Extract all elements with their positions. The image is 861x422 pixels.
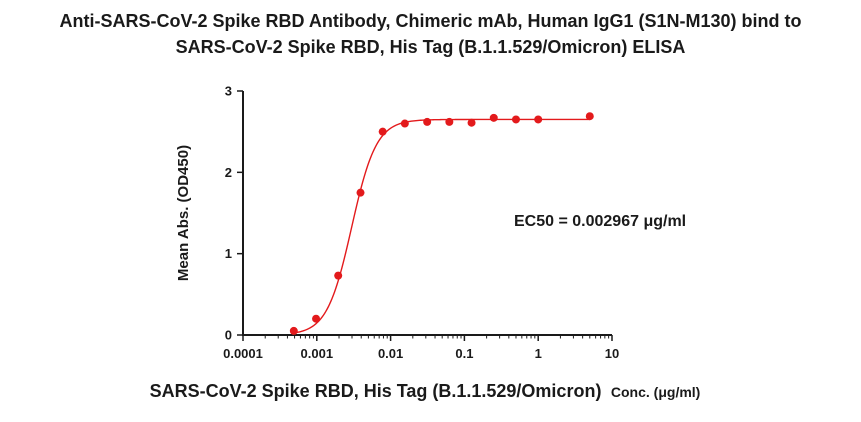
chart-title-line-2: SARS-CoV-2 Spike RBD, His Tag (B.1.1.529… — [175, 37, 686, 57]
y-tick-label: 2 — [225, 165, 232, 180]
data-point — [534, 115, 543, 124]
y-axis-title: Mean Abs. (OD450) — [175, 145, 192, 281]
x-tick-label: 0.01 — [378, 346, 403, 361]
x-tick-label: 0.1 — [455, 346, 473, 361]
data-point — [445, 117, 454, 126]
y-tick-label: 3 — [225, 84, 232, 99]
data-point — [467, 118, 476, 127]
x-axis-title-unit: Conc. (μg/ml) — [611, 384, 700, 400]
data-point — [400, 119, 409, 128]
data-point — [312, 314, 321, 323]
ticks: 0 1 2 3 0.0001 0.001 0.01 0.1 1 10 — [223, 84, 619, 362]
chart-title: Anti-SARS-CoV-2 Spike RBD Antibody, Chim… — [0, 8, 861, 60]
chart-title-line-1: Anti-SARS-CoV-2 Spike RBD Antibody, Chim… — [59, 11, 802, 31]
data-point — [289, 326, 298, 335]
data-point — [585, 112, 594, 121]
data-point — [378, 127, 387, 136]
data-point — [356, 188, 365, 197]
data-points — [289, 112, 594, 335]
x-axis-title-main: SARS-CoV-2 Spike RBD, His Tag (B.1.1.529… — [150, 381, 602, 401]
x-axis-title: SARS-CoV-2 Spike RBD, His Tag (B.1.1.529… — [150, 381, 701, 401]
ec50-annotation: EC50 = 0.002967 μg/ml — [514, 213, 686, 230]
data-point — [489, 113, 498, 122]
data-point — [334, 271, 343, 280]
data-point — [423, 117, 432, 126]
x-tick-label: 0.0001 — [223, 346, 263, 361]
x-tick-label: 1 — [535, 346, 542, 361]
data-point — [511, 115, 520, 124]
y-tick-label: 1 — [225, 246, 232, 261]
x-tick-label: 10 — [605, 346, 619, 361]
axes — [242, 91, 612, 336]
y-tick-label: 0 — [225, 328, 232, 343]
x-tick-label: 0.001 — [301, 346, 334, 361]
